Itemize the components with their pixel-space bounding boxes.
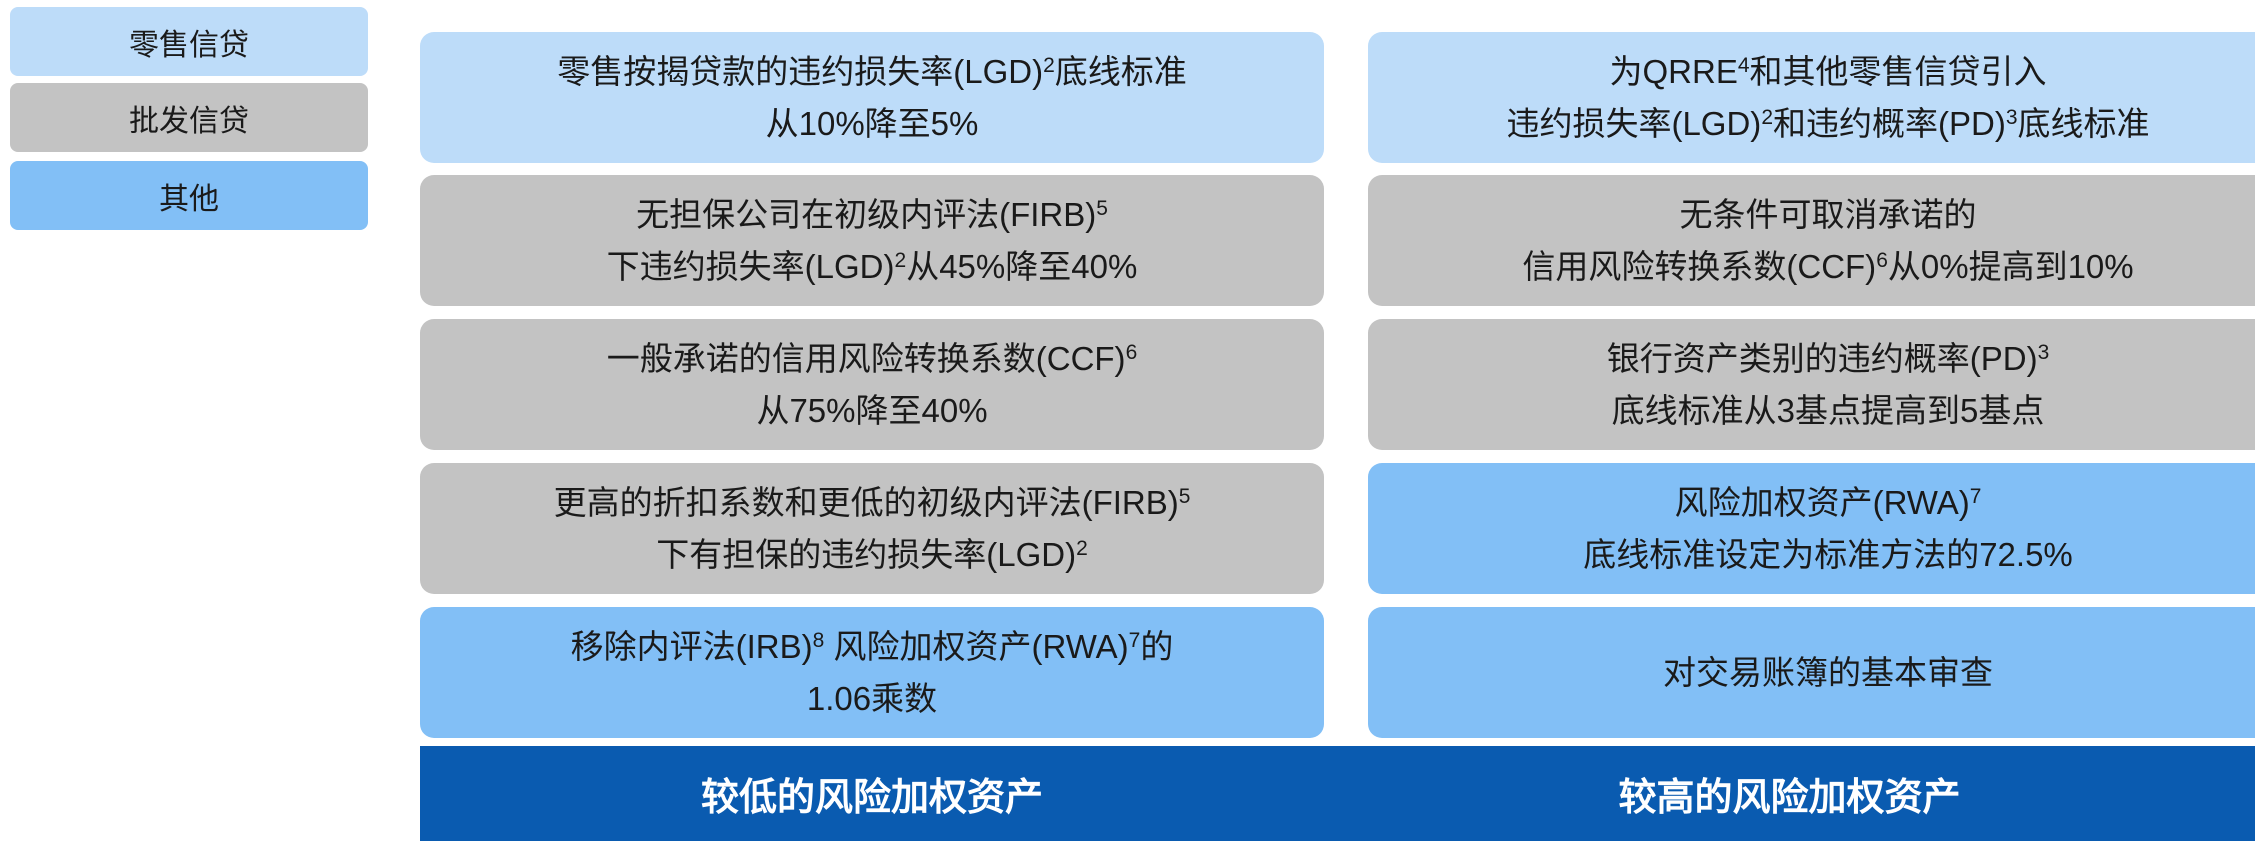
text: 无条件可取消承诺的 [1679,195,1977,233]
footer-text: 较高的风险加权资产 [1618,777,1961,819]
footer-text: 较低的风险加权资产 [700,777,1043,819]
text: 从45%降至40% [906,247,1138,285]
cell-line: 移除内评法(IRB)8 风险加权资产(RWA)7的 [571,621,1174,673]
cell: 对交易账簿的基本审查 [1368,607,2255,738]
cell: 零售按揭贷款的违约损失率(LGD)2底线标准从10%降至5% [420,32,1324,163]
cell: 银行资产类别的违约概率(PD)3 底线标准从3基点提高到5基点 [1368,319,2255,450]
text: 1.06乘数 [806,679,938,717]
text: 风险加权资产(RWA) [824,627,1129,665]
cell: 无担保公司在初级内评法(FIRB)5 下违约损失率(LGD)2从45%降至40% [420,175,1324,306]
legend-item: 零售信贷 [10,7,368,76]
text: 底线标准 [1054,52,1187,90]
text: 底线标准设定为标准方法的72.5% [1583,535,2073,573]
legend-item: 批发信贷 [10,83,368,152]
cell-line: 违约损失率(LGD)2和违约概率(PD)3底线标准 [1506,98,2149,150]
text: 从10%降至5% [765,104,979,142]
cell-line: 底线标准从3基点提高到5基点 [1612,385,2045,437]
text: 信用风险转换系数(CCF) [1522,247,1877,285]
cell-line: 一般承诺的信用风险转换系数(CCF)6 [607,333,1138,385]
superscript: 2 [1043,53,1055,77]
superscript: 2 [1076,536,1088,560]
text: 为QRRE [1609,52,1738,90]
superscript: 2 [1761,105,1773,129]
cell: 一般承诺的信用风险转换系数(CCF)6 从75%降至40% [420,319,1324,450]
cell: 风险加权资产(RWA)7 底线标准设定为标准方法的72.5% [1368,463,2255,594]
text: 和其他零售信贷引入 [1749,52,2047,90]
cell: 为QRRE4和其他零售信贷引入 违约损失率(LGD)2和违约概率(PD)3底线标准 [1368,32,2255,163]
text: 移除内评法(IRB) [570,627,813,665]
text: 和违约概率(PD) [1773,104,2006,142]
text: 从0%提高到10% [1887,247,2134,285]
text: 底线标准从3基点提高到5基点 [1611,391,2045,429]
footer-bar: 较低的风险加权资产 [420,746,1324,841]
cell: 无条件可取消承诺的信用风险转换系数(CCF)6从0%提高到10% [1368,175,2255,306]
legend-item: 其他 [10,161,368,230]
text: 无担保公司在初级内评法(FIRB) [636,195,1097,233]
superscript: 3 [2037,340,2050,364]
superscript: 7 [1128,628,1141,652]
cell-line: 风险加权资产(RWA)7 [1675,477,1982,529]
text: 从75%降至40% [756,391,988,429]
superscript: 5 [1096,196,1108,220]
superscript: 3 [2005,105,2018,129]
superscript: 4 [1737,53,1750,77]
text: 的 [1140,627,1174,665]
cell-line: 下违约损失率(LGD)2从45%降至40% [607,241,1138,293]
superscript: 2 [894,248,907,272]
cell: 移除内评法(IRB)8 风险加权资产(RWA)7的 1.06乘数 [420,607,1324,738]
cell-line: 底线标准设定为标准方法的72.5% [1583,529,2073,581]
superscript: 7 [1969,484,1982,508]
text: 更高的折扣系数和更低的初级内评法(FIRB) [553,483,1179,521]
cell-line: 无担保公司在初级内评法(FIRB)5 [636,189,1108,241]
text: 银行资产类别的违约概率(PD) [1606,339,2038,377]
text: 风险加权资产(RWA) [1674,483,1970,521]
cell-line: 零售按揭贷款的违约损失率(LGD)2底线标准 [557,46,1187,98]
superscript: 8 [812,628,825,652]
cell-line: 下有担保的违约损失率(LGD)2 [656,529,1088,581]
cell-line: 更高的折扣系数和更低的初级内评法(FIRB)5 [554,477,1191,529]
text: 底线标准 [2017,104,2150,142]
cell-line: 从10%降至5% [766,98,979,150]
superscript: 6 [1876,248,1888,272]
superscript: 5 [1178,484,1191,508]
footer-bar: 较高的风险加权资产 [1324,746,2255,841]
text: 零售按揭贷款的违约损失率(LGD) [557,52,1044,90]
cell-line: 从75%降至40% [756,385,987,437]
cell-line: 对交易账簿的基本审查 [1663,647,1993,699]
cell-line: 无条件可取消承诺的 [1680,189,1977,241]
cell-line: 为QRRE4和其他零售信贷引入 [1609,46,2046,98]
text: 对交易账簿的基本审查 [1663,653,1993,691]
cell-line: 信用风险转换系数(CCF)6从0%提高到10% [1522,241,2133,293]
text: 下有担保的违约损失率(LGD) [656,535,1077,573]
text: 下违约损失率(LGD) [606,247,895,285]
cell-line: 银行资产类别的违约概率(PD)3 [1607,333,2050,385]
text: 违约损失率(LGD) [1506,104,1762,142]
cell: 更高的折扣系数和更低的初级内评法(FIRB)5 下有担保的违约损失率(LGD)2 [420,463,1324,594]
text: 一般承诺的信用风险转换系数(CCF) [606,339,1126,377]
cell-line: 1.06乘数 [807,673,937,725]
superscript: 6 [1125,340,1138,364]
